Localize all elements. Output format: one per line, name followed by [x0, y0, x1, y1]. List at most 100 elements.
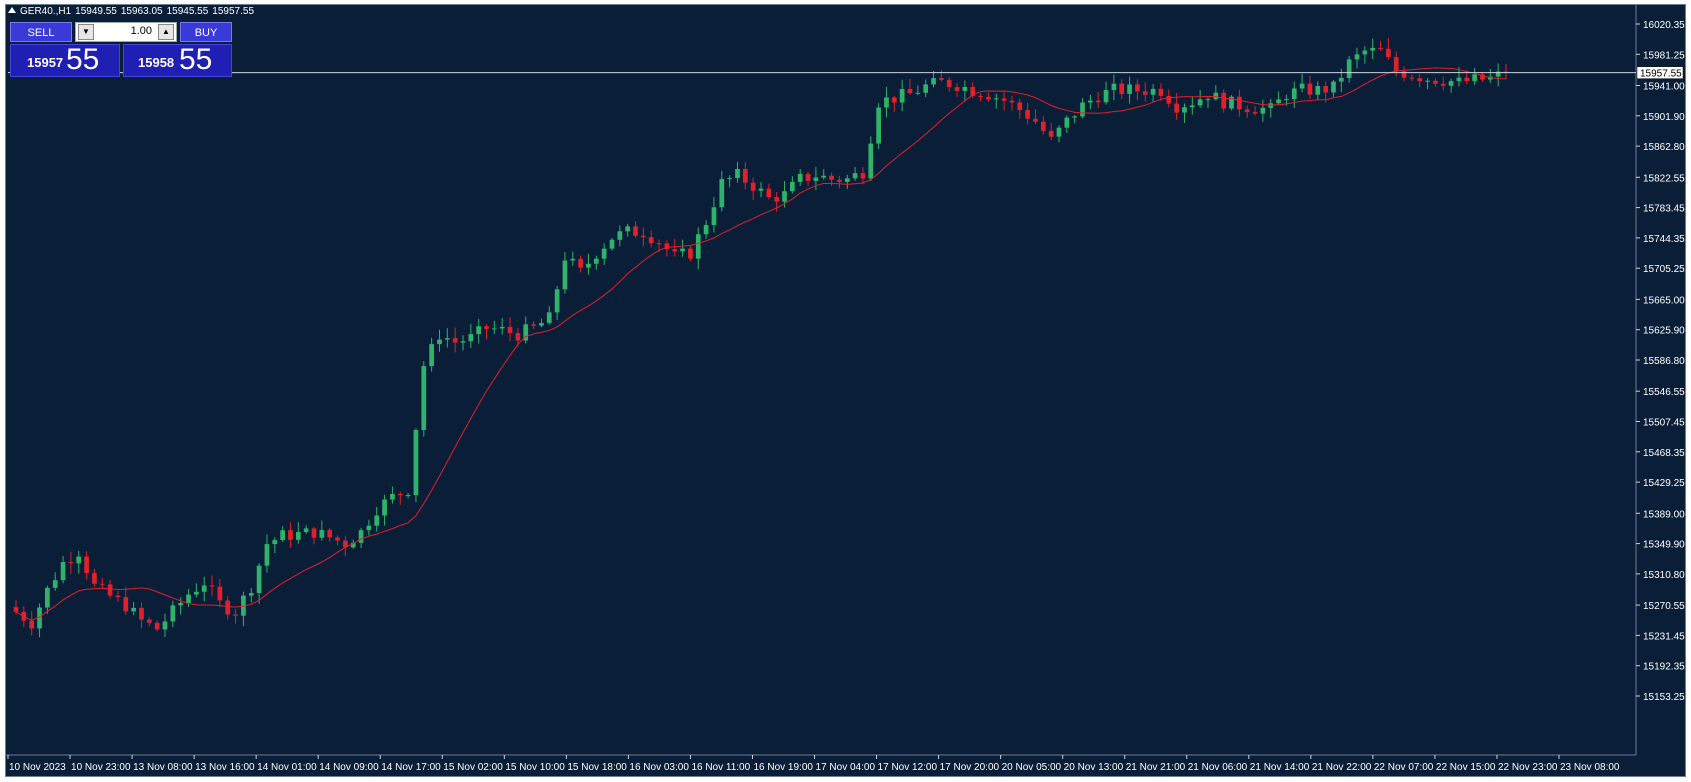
y-tick-label: 15941.00	[1643, 81, 1685, 92]
candle-body	[476, 326, 482, 335]
candle-body	[1315, 86, 1321, 95]
candle-body	[1135, 84, 1140, 92]
candle-body	[1166, 95, 1172, 104]
candle-body	[695, 234, 701, 259]
candle-body	[241, 595, 246, 616]
candle-body	[515, 333, 521, 341]
y-tick-label: 15153.25	[1643, 692, 1685, 703]
y-tick-label: 15270.55	[1643, 601, 1685, 612]
y-tick-label: 15862.80	[1643, 142, 1685, 153]
sell-price-box[interactable]: 15957 55	[10, 43, 120, 77]
candle-body	[884, 97, 889, 108]
x-tick-label: 16 Nov 19:00	[753, 762, 813, 773]
collapse-triangle-icon[interactable]	[8, 7, 16, 13]
lot-increase-icon[interactable]: ▲	[158, 24, 174, 40]
sell-button[interactable]: SELL	[10, 22, 72, 42]
candle-body	[413, 430, 419, 496]
candle-body	[13, 607, 19, 612]
candle-body	[1080, 102, 1085, 117]
candle-body	[1346, 59, 1352, 79]
lot-size-field[interactable]: ▼ 1.00 ▲	[75, 22, 177, 42]
candle-body	[499, 326, 505, 329]
chart-area[interactable]: 16020.35 15981.25 15941.00 15901.90 15862.80…	[5, 4, 1686, 777]
open-value: 15949.55	[75, 6, 117, 17]
y-tick-label: 15822.55	[1643, 173, 1685, 184]
candle-body	[272, 540, 278, 545]
candle-body	[633, 226, 638, 236]
candle-body	[1252, 112, 1258, 114]
candle-body	[452, 338, 458, 343]
candle-body	[1158, 88, 1164, 96]
candle-body	[648, 237, 654, 244]
y-tick-label: 15231.45	[1643, 631, 1685, 642]
candle-body	[1213, 92, 1219, 100]
candle-body	[397, 493, 403, 496]
candle-body	[1237, 96, 1242, 110]
candle-body	[625, 226, 631, 232]
candle-body	[1456, 77, 1462, 82]
candle-body	[719, 179, 725, 208]
buy-button[interactable]: BUY	[180, 22, 232, 42]
candle-body	[248, 593, 254, 596]
candle-body	[1119, 83, 1125, 94]
current-price-label: 15957.55	[1640, 69, 1682, 80]
candle-body	[774, 197, 780, 202]
candle-body	[562, 260, 568, 290]
x-tick-label: 14 Nov 01:00	[257, 762, 317, 773]
candle-body	[374, 515, 380, 526]
candle-body	[68, 562, 74, 564]
candle-body	[758, 188, 764, 191]
candle-body	[844, 178, 850, 182]
candle-body	[962, 86, 968, 91]
y-tick-label: 15507.45	[1643, 417, 1685, 428]
current-price-tag	[1636, 66, 1684, 79]
candle-body	[405, 495, 411, 497]
candle-body	[1386, 48, 1391, 58]
candle-body	[1001, 98, 1007, 101]
candle-body	[805, 173, 811, 181]
candle-body	[1370, 47, 1376, 51]
candle-body	[1338, 78, 1344, 82]
candle-body	[531, 324, 536, 326]
x-tick-label: 20 Nov 05:00	[1002, 762, 1062, 773]
candle-body	[954, 87, 960, 91]
x-tick-label: 21 Nov 21:00	[1126, 762, 1186, 773]
candle-body	[217, 586, 223, 601]
candlestick-chart[interactable]: 16020.35 15981.25 15941.00 15901.90 15862.80…	[6, 5, 1687, 778]
candle-body	[711, 207, 717, 226]
lot-size-value[interactable]: 1.00	[130, 25, 152, 37]
candle-body	[507, 326, 513, 334]
candle-body	[99, 583, 105, 585]
x-tick-label: 17 Nov 20:00	[940, 762, 1000, 773]
candle-body	[84, 556, 89, 574]
one-click-trade-panel: SELL ▼ 1.00 ▲ BUY 15957 55 15958 55	[10, 22, 232, 77]
x-tick-label: 23 Nov 08:00	[1560, 762, 1620, 773]
candle-body	[931, 78, 936, 85]
candle-body	[37, 607, 42, 629]
x-tick-label: 15 Nov 02:00	[443, 762, 503, 773]
candle-body	[319, 529, 325, 538]
candle-body	[1103, 90, 1109, 103]
candle-body	[1064, 117, 1070, 128]
lot-decrease-icon[interactable]: ▼	[78, 24, 94, 40]
candle-body	[1072, 116, 1078, 118]
x-tick-label: 10 Nov 2023	[9, 762, 66, 773]
candle-body	[233, 614, 238, 616]
candle-body	[1433, 80, 1438, 84]
candle-body	[813, 177, 819, 181]
x-tick-label: 21 Nov 14:00	[1250, 762, 1310, 773]
candle-body	[311, 528, 317, 538]
candle-body	[1480, 74, 1485, 80]
candle-body	[554, 289, 560, 313]
candle-body	[1088, 100, 1093, 103]
candle-body	[194, 591, 199, 595]
low-value: 15945.55	[166, 6, 209, 17]
candle-body	[350, 542, 356, 548]
candle-body	[915, 92, 921, 94]
candle-body	[1276, 99, 1281, 104]
buy-price-box[interactable]: 15958 55	[123, 43, 232, 77]
candle-body	[891, 97, 897, 103]
candle-body	[1189, 105, 1195, 108]
candle-body	[1440, 83, 1446, 86]
candle-body	[1284, 99, 1289, 101]
